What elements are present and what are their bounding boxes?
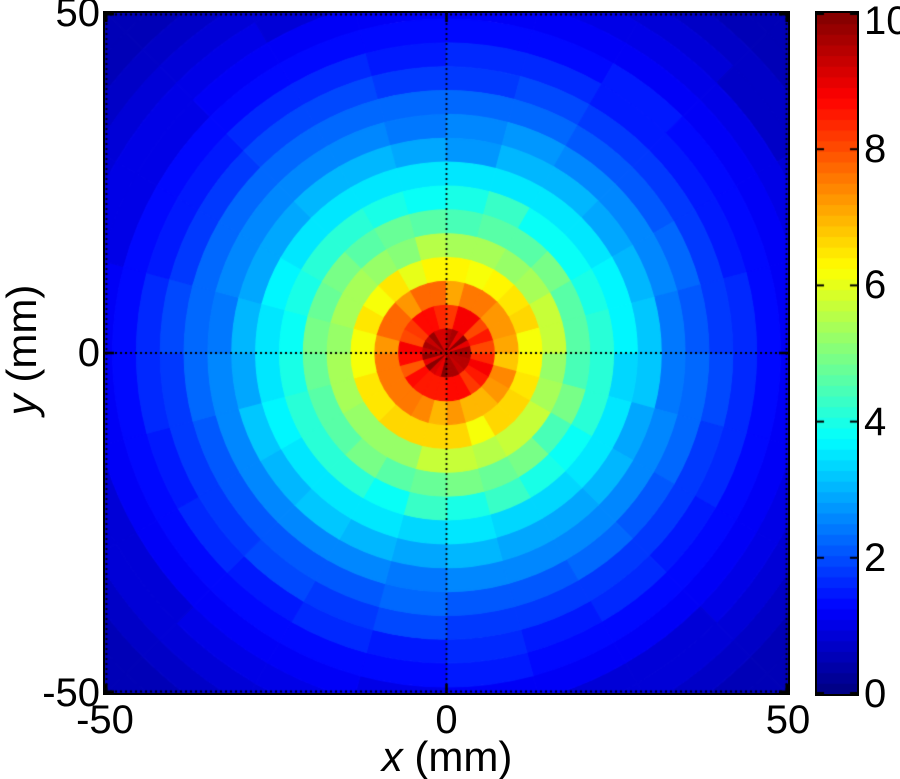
x-axis-label: x (mm) [287,735,607,779]
colorbar-canvas [817,13,857,694]
colorbar-tick-label: 0 [864,672,887,716]
y-tick-label: 50 [55,0,101,35]
y-tick-label: 0 [77,331,100,375]
colorbar-tick-label: 4 [864,399,887,444]
x-tick-label: 50 [765,698,811,742]
colorbar-tick-label: 2 [864,535,887,580]
x-axis-variable: x [381,733,403,779]
colorbar-tick-label: 6 [864,263,887,308]
colorbar-tick-label: 10 [864,0,900,43]
colorbar-tick-label: 8 [864,127,887,172]
x-tick-label: -50 [76,698,134,742]
y-tick-label: -50 [42,671,100,715]
heatmap-canvas [105,13,788,693]
x-tick-label: 0 [435,698,458,742]
x-axis-unit: (mm) [414,733,513,779]
y-axis-variable: y [0,394,45,416]
